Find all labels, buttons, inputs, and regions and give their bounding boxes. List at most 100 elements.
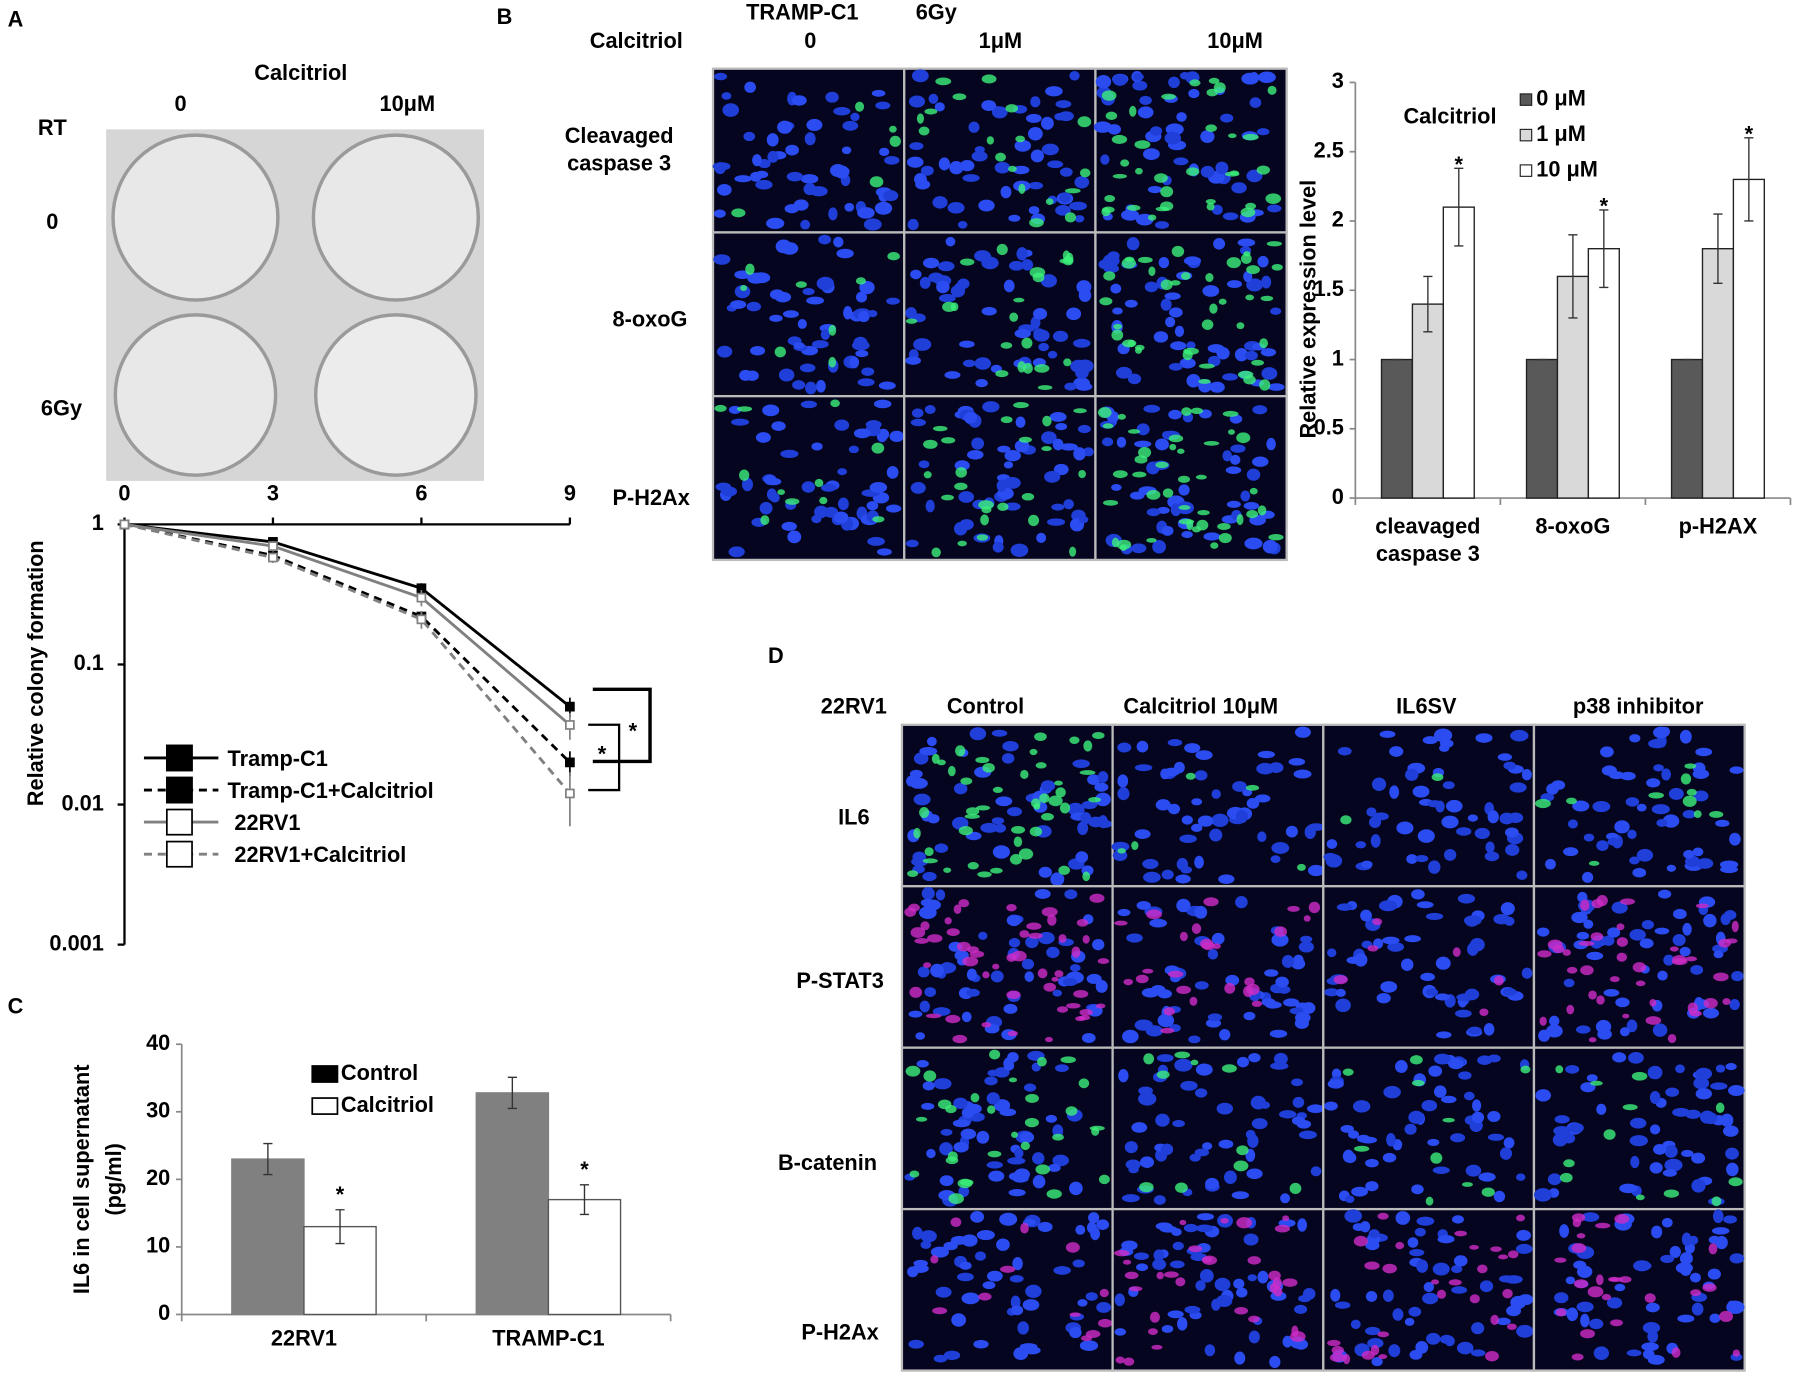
stained-cell [1469, 1244, 1479, 1250]
nucleus [766, 133, 779, 147]
y-tick-label: 0 [158, 1300, 170, 1325]
nucleus [1260, 1101, 1271, 1109]
stained-cell [1089, 893, 1105, 903]
nucleus [1245, 1129, 1256, 1139]
nucleus [1096, 1301, 1112, 1313]
nucleus [926, 736, 937, 747]
nucleus [1366, 807, 1377, 817]
nucleus [1395, 1211, 1411, 1225]
micrograph [1093, 67, 1288, 234]
nucleus [1382, 1152, 1397, 1163]
nucleus [1045, 1114, 1058, 1123]
column-label: Control [947, 693, 1024, 718]
dish [311, 133, 481, 302]
nucleus [1435, 956, 1451, 970]
y-tick-label: 40 [146, 1030, 170, 1055]
nucleus [1427, 800, 1442, 808]
nucleus [1566, 1307, 1579, 1322]
stained-cell [1614, 1214, 1630, 1224]
nucleus [1324, 1101, 1338, 1111]
nucleus [1207, 343, 1225, 353]
stained-cell [1056, 1006, 1069, 1013]
nucleus [1661, 768, 1672, 781]
nucleus [1280, 1193, 1291, 1204]
nucleus [1199, 1268, 1214, 1283]
stained-cell [1000, 416, 1013, 424]
stained-cell [981, 506, 992, 514]
nucleus [921, 1102, 935, 1110]
nucleus [863, 218, 882, 231]
y-axis-label: Relative colony formation [23, 540, 48, 806]
row-label: IL6 [838, 804, 869, 829]
stained-cell [1622, 1104, 1638, 1111]
nucleus [1612, 1052, 1627, 1063]
nucleus [791, 95, 807, 106]
stained-cell [1725, 938, 1738, 944]
nucleus [1371, 777, 1387, 792]
nucleus [1200, 130, 1215, 144]
stained-cell [1554, 1257, 1567, 1263]
nucleus [1691, 1178, 1706, 1193]
nucleus [1630, 1155, 1640, 1169]
stained-cell [871, 442, 885, 454]
nucleus [909, 777, 928, 789]
stained-cell [1028, 932, 1043, 939]
nucleus [1365, 1158, 1379, 1168]
stained-cell [1073, 989, 1089, 998]
nucleus [906, 156, 924, 168]
nucleus [1324, 988, 1340, 997]
nucleus [1264, 969, 1279, 977]
stained-cell [1559, 1172, 1573, 1183]
nucleus [1194, 770, 1208, 781]
nucleus [1361, 860, 1373, 869]
nucleus [780, 449, 799, 459]
nucleus [945, 236, 956, 247]
nucleus [1647, 1354, 1665, 1365]
nucleus [1661, 1217, 1673, 1228]
stained-cell [1272, 1277, 1282, 1289]
nucleus [928, 93, 939, 104]
stained-cell [1196, 519, 1209, 531]
nucleus [1331, 1068, 1342, 1079]
nucleus [1383, 1289, 1394, 1302]
stained-cell [1185, 772, 1196, 780]
stained-cell [931, 547, 941, 558]
stained-cell [830, 399, 840, 408]
error-bar [1568, 234, 1578, 319]
nucleus [1408, 1306, 1422, 1317]
nucleus [1132, 80, 1148, 91]
row-label-box: Cleavaged caspase 3 [565, 125, 674, 177]
nucleus [878, 381, 896, 390]
stained-cell [982, 971, 990, 979]
nucleus [961, 1234, 978, 1247]
nucleus [1030, 96, 1041, 108]
nucleus [1300, 935, 1313, 943]
nucleus [1371, 1357, 1383, 1367]
stained-cell [1037, 1056, 1047, 1067]
stained-cell [1267, 85, 1277, 95]
nucleus [1257, 750, 1276, 759]
nucleus [1072, 759, 1090, 768]
stained-cell [1017, 361, 1026, 373]
nucleus [996, 1238, 1010, 1251]
nucleus [1474, 827, 1490, 840]
nucleus [1117, 787, 1130, 801]
nucleus [1552, 1133, 1568, 1147]
nucleus [1230, 454, 1241, 465]
stained-cell [995, 152, 1006, 162]
nucleus [1038, 342, 1049, 352]
bar [1411, 303, 1445, 499]
nucleus [828, 207, 838, 221]
nucleus [952, 1119, 971, 1128]
nucleus [1416, 1259, 1429, 1273]
stained-cell [1329, 1353, 1346, 1362]
nucleus [1471, 1111, 1485, 1124]
stained-cell [1588, 1037, 1597, 1043]
stained-cell [997, 502, 1009, 512]
nucleus [1025, 1284, 1042, 1298]
stained-cell [1520, 1065, 1531, 1074]
stained-cell [1065, 188, 1081, 194]
nucleus [1142, 148, 1160, 160]
nucleus [844, 202, 855, 212]
bar [1380, 358, 1414, 499]
